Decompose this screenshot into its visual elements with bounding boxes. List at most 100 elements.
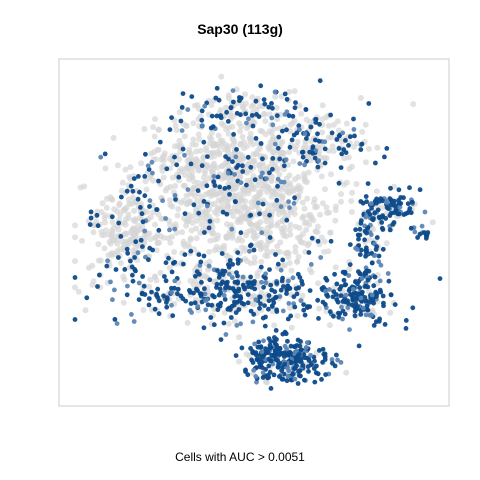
data-point — [152, 234, 158, 241]
data-point — [347, 242, 353, 248]
data-point — [191, 202, 197, 208]
data-point — [101, 245, 108, 252]
data-point — [278, 186, 285, 193]
data-point — [215, 302, 221, 308]
data-point — [196, 136, 203, 143]
data-point — [295, 234, 301, 241]
data-point — [233, 199, 238, 205]
data-point — [351, 126, 357, 132]
data-point — [298, 110, 305, 117]
data-point — [370, 216, 375, 222]
data-point — [373, 160, 378, 166]
data-point — [294, 130, 300, 136]
data-point — [323, 209, 330, 216]
data-point — [388, 210, 394, 216]
data-point — [304, 136, 309, 141]
data-point — [286, 172, 293, 179]
data-point — [173, 197, 178, 202]
data-point — [319, 116, 326, 123]
data-point — [237, 98, 242, 104]
data-point — [187, 307, 193, 313]
data-point — [89, 262, 96, 269]
data-point — [357, 285, 363, 291]
data-point — [242, 91, 248, 98]
data-point — [312, 155, 318, 161]
data-point — [207, 277, 213, 283]
data-point — [372, 210, 378, 216]
data-point — [317, 78, 323, 84]
data-point — [365, 226, 370, 231]
data-point — [241, 191, 247, 198]
data-point — [155, 146, 162, 153]
data-point — [102, 151, 108, 157]
data-point — [284, 217, 290, 223]
data-point — [221, 246, 227, 253]
data-point — [315, 371, 321, 377]
data-point — [304, 153, 311, 160]
data-point — [280, 275, 285, 281]
data-point — [217, 107, 224, 113]
data-point — [271, 322, 278, 329]
data-point — [315, 131, 320, 137]
data-point — [277, 239, 284, 246]
data-point — [303, 226, 310, 233]
data-point — [368, 201, 374, 206]
data-point — [215, 132, 222, 139]
data-point — [252, 222, 259, 229]
data-point — [209, 230, 216, 237]
data-point — [410, 305, 416, 311]
data-point — [171, 143, 178, 150]
data-point — [260, 370, 266, 375]
data-point — [161, 293, 167, 299]
data-point — [329, 357, 335, 362]
data-point — [250, 123, 256, 129]
data-point — [185, 149, 192, 156]
data-point — [228, 315, 234, 320]
data-point — [234, 147, 239, 152]
data-point — [303, 345, 309, 350]
data-point — [176, 109, 183, 116]
data-point — [218, 337, 224, 342]
data-point — [155, 286, 161, 292]
data-point — [253, 106, 260, 113]
data-point — [358, 295, 364, 301]
data-point — [262, 323, 268, 329]
data-point — [325, 122, 332, 129]
data-point — [263, 275, 268, 281]
data-point — [246, 116, 251, 122]
data-point — [263, 280, 269, 286]
data-point — [201, 325, 207, 331]
data-point — [364, 268, 370, 274]
data-point — [322, 186, 328, 193]
data-point — [158, 156, 165, 163]
data-point — [372, 274, 378, 280]
data-point — [301, 220, 308, 227]
data-point — [178, 199, 185, 206]
data-point — [287, 144, 293, 150]
data-point — [122, 221, 129, 228]
data-point — [211, 174, 217, 179]
data-point — [287, 205, 292, 211]
data-point — [103, 204, 110, 211]
data-point — [285, 338, 290, 344]
data-point — [254, 270, 261, 277]
data-point — [164, 300, 169, 305]
data-point — [232, 172, 238, 177]
data-point — [264, 253, 271, 260]
data-point — [275, 145, 281, 151]
data-point — [258, 141, 264, 146]
data-point — [262, 303, 267, 308]
data-point — [284, 249, 291, 256]
data-point — [234, 208, 241, 214]
data-point — [293, 100, 298, 105]
data-point — [287, 231, 294, 238]
data-point — [255, 200, 261, 206]
data-point — [182, 252, 188, 257]
data-point — [286, 199, 291, 205]
data-point — [246, 187, 253, 194]
data-point — [273, 353, 278, 359]
data-point — [382, 154, 387, 160]
data-point — [334, 352, 339, 358]
data-point — [381, 300, 386, 306]
data-point — [236, 120, 243, 127]
